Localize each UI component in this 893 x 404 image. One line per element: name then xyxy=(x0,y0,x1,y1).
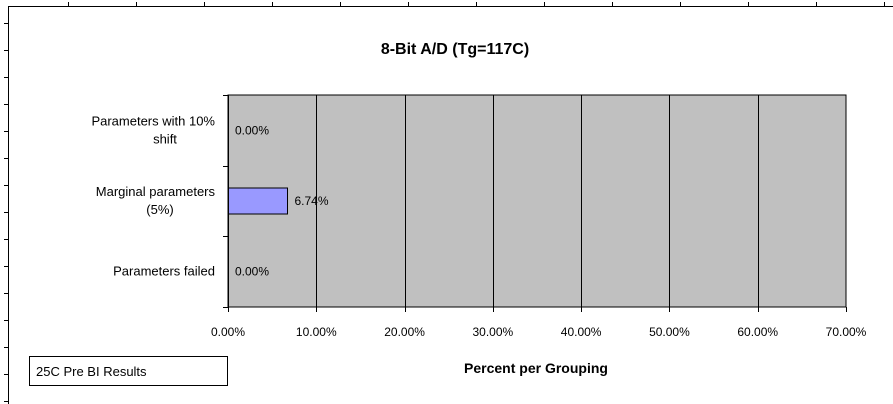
x-tick-label: 40.00% xyxy=(561,325,602,339)
frame-ticks xyxy=(4,2,885,402)
x-tick-label: 0.00% xyxy=(211,325,245,339)
x-tick-label: 30.00% xyxy=(473,325,514,339)
category-label: Marginal parameters (5%) xyxy=(96,184,216,217)
x-tick-labels: 0.00% 10.00% 20.00% 30.00% 40.00% 50.00% 60.00… xyxy=(211,325,867,339)
data-label: 0.00% xyxy=(235,265,269,279)
category-label: Parameters with 10% shift xyxy=(91,113,215,146)
x-axis-label: Percent per Grouping xyxy=(464,360,608,376)
results-note: 25C Pre BI Results xyxy=(29,356,228,386)
data-label: 6.74% xyxy=(295,194,329,208)
gridlines xyxy=(316,95,759,307)
category-label: Parameters failed xyxy=(113,264,215,279)
bar xyxy=(227,187,289,215)
chart-title: 8-Bit A/D (Tg=117C) xyxy=(381,41,529,58)
bars xyxy=(227,187,289,215)
x-tick-label: 70.00% xyxy=(826,325,867,339)
x-tick-label: 50.00% xyxy=(649,325,690,339)
data-labels: 0.00% 6.74% 0.00% xyxy=(235,123,329,278)
y-axis xyxy=(223,95,847,312)
x-tick-label: 10.00% xyxy=(296,325,337,339)
category-labels: Parameters with 10% shift Marginal paramet… xyxy=(91,113,215,278)
plot-area xyxy=(227,94,847,308)
x-tick-label: 60.00% xyxy=(737,325,778,339)
data-label: 0.00% xyxy=(235,123,269,137)
x-tick-label: 20.00% xyxy=(384,325,425,339)
